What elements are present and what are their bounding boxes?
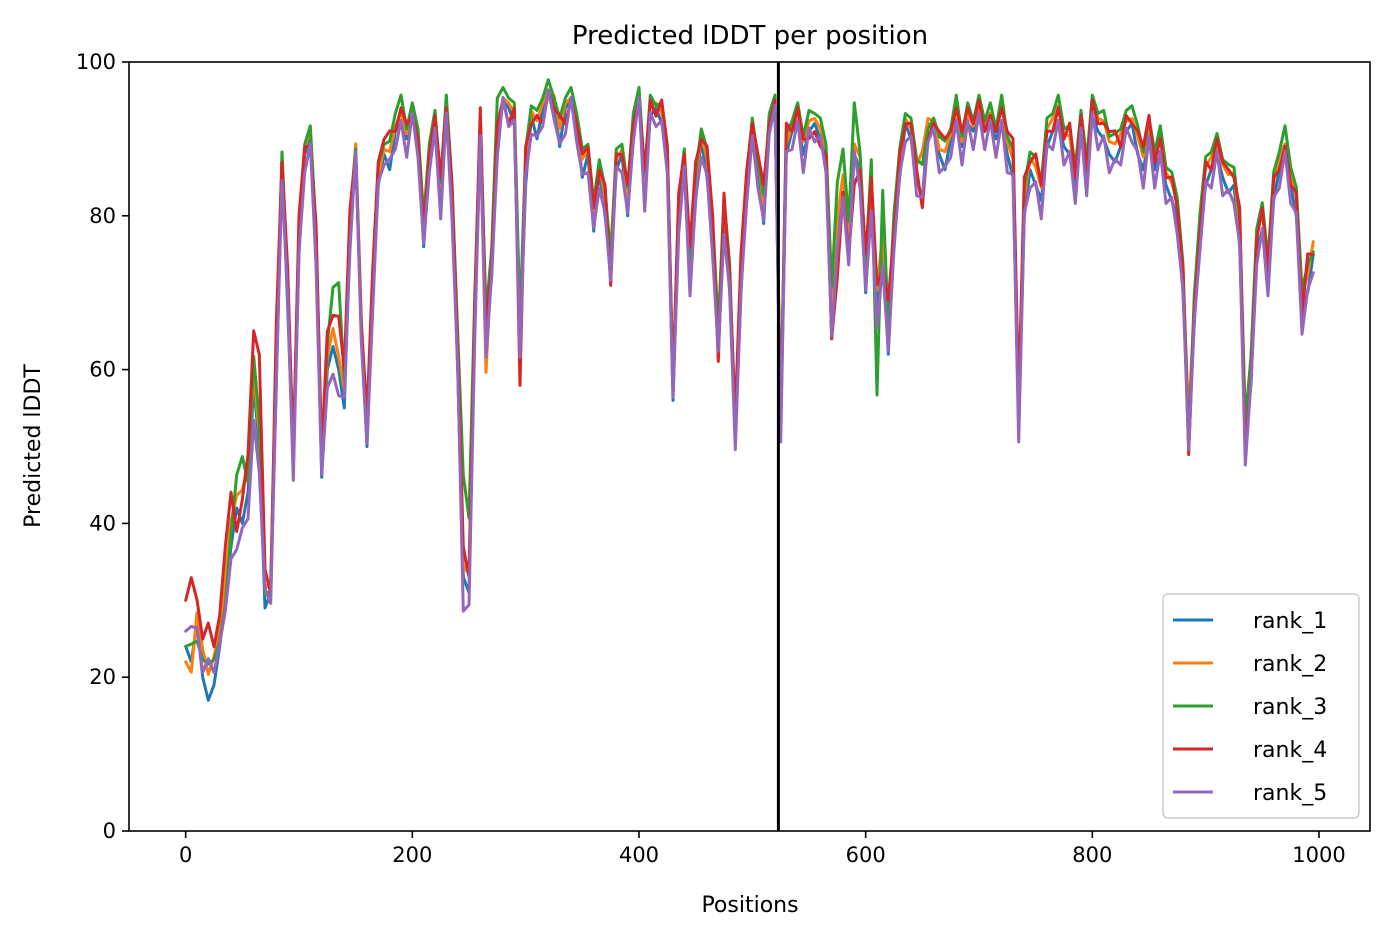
ticks-layer: 0 200 400 600 800 1000 0 20 40 60 80 100 [76, 50, 1346, 867]
chart-title: Predicted lDDT per position [572, 21, 928, 51]
y-tick-label: 0 [103, 819, 116, 843]
x-tick-label: 1000 [1292, 843, 1345, 867]
legend-box [1162, 593, 1360, 819]
x-tick-label: 800 [1072, 843, 1112, 867]
legend-label-rank_1: rank_1 [1253, 609, 1327, 634]
legend-label-rank_5: rank_5 [1253, 781, 1327, 806]
y-tick-label: 100 [76, 50, 116, 74]
y-tick-label: 20 [89, 665, 116, 689]
legend: rank_1 rank_2 rank_3 rank_4 rank_5 [1162, 593, 1360, 819]
legend-label-rank_3: rank_3 [1253, 695, 1327, 720]
x-tick-label: 400 [619, 843, 659, 867]
x-tick-label: 0 [179, 843, 192, 867]
y-tick-label: 80 [89, 204, 116, 228]
y-axis-label: Predicted lDDT [21, 364, 46, 528]
x-axis-label: Positions [701, 893, 798, 918]
series-line-rank_4 [184, 90, 1315, 649]
legend-label-rank_2: rank_2 [1253, 652, 1327, 677]
x-tick-label: 600 [846, 843, 886, 867]
legend-label-rank_4: rank_4 [1253, 738, 1327, 763]
y-tick-label: 60 [89, 358, 116, 382]
x-tick-label: 200 [392, 843, 432, 867]
series-layer [184, 78, 1315, 702]
series-line-rank_5 [184, 88, 1315, 675]
y-tick-label: 40 [89, 511, 116, 535]
plot-frame [128, 61, 1371, 832]
